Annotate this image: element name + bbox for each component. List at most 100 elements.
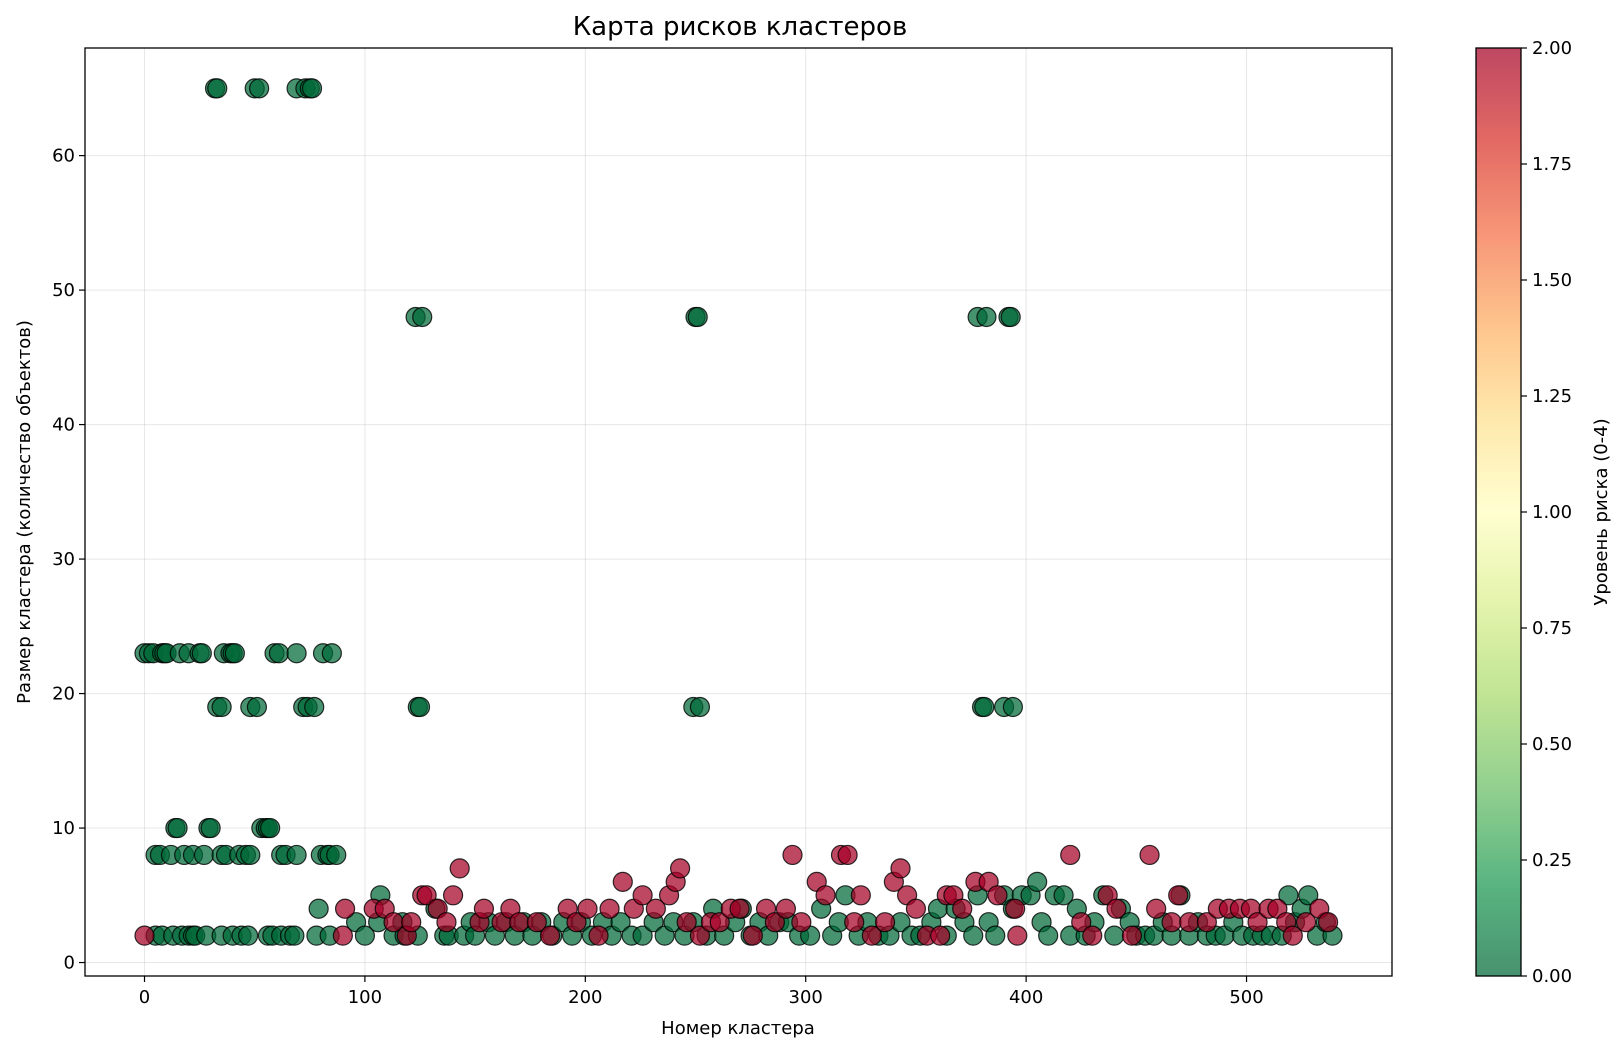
data-point-risk-0	[224, 643, 245, 664]
data-point-risk-2	[1196, 912, 1217, 933]
plot-frame	[84, 47, 1393, 977]
y-tick-label: 0	[64, 953, 75, 974]
data-point-risk-0	[1002, 696, 1024, 718]
colorbar-tick-label: 1.00	[1532, 502, 1572, 523]
data-point-risk-2	[1317, 912, 1339, 933]
data-point-risk-0	[304, 696, 325, 718]
data-point-risk-0	[167, 817, 188, 839]
x-tick-label: 100	[348, 987, 382, 1008]
y-tick-label: 30	[52, 549, 75, 570]
colorbar-label: Уровень риска (0-4)	[1591, 418, 1612, 605]
data-point-risk-0	[260, 817, 281, 839]
data-point-risk-0	[1104, 925, 1125, 946]
data-point-risk-2	[874, 912, 896, 933]
data-point-risk-2	[837, 844, 858, 866]
data-point-risk-2	[669, 858, 691, 879]
colorbar-tick-label: 1.75	[1532, 154, 1572, 175]
data-point-risk-2	[1060, 844, 1081, 866]
data-point-risk-0	[1000, 306, 1021, 328]
x-axis: 0 100 200 300 400 500	[139, 976, 1264, 1008]
x-tick-label: 400	[1009, 987, 1043, 1008]
y-tick-label: 10	[52, 818, 75, 839]
data-point-risk-2	[436, 912, 457, 933]
data-point-risk-0	[1278, 885, 1299, 906]
colorbar: 0.00 0.25 0.50 0.75 1.00 1.25 1.50 1.75 2.00 Уро…	[1475, 38, 1612, 987]
colorbar-tick-label: 1.50	[1532, 270, 1572, 291]
data-point-risk-0	[354, 925, 376, 946]
chart-title: Карта рисков кластеров	[573, 12, 908, 42]
data-point-risk-2	[1139, 844, 1160, 866]
data-point-risk-2	[1007, 925, 1028, 946]
data-point-risk-0	[193, 844, 215, 866]
data-point-risk-0	[974, 696, 995, 718]
y-axis-label: Размер кластера (количество объектов)	[14, 320, 35, 704]
data-point-risk-2	[930, 925, 951, 946]
data-point-risk-2	[134, 925, 155, 946]
data-point-risk-0	[610, 912, 631, 933]
data-point-risk-2	[1295, 912, 1317, 933]
data-point-risk-2	[401, 912, 422, 933]
data-point-risk-0	[240, 844, 261, 866]
data-point-risk-2	[473, 898, 495, 919]
colorbar-tick-label: 2.00	[1532, 38, 1572, 59]
data-point-risk-0	[1298, 885, 1319, 906]
data-point-risk-2	[442, 885, 464, 906]
x-tick-label: 200	[568, 987, 602, 1008]
data-point-risk-2	[791, 912, 812, 933]
data-point-risk-0	[632, 925, 653, 946]
data-point-risk-2	[709, 912, 730, 933]
data-point-risk-0	[301, 78, 323, 99]
y-axis: 0 10 20 30 40 50 60	[52, 146, 85, 974]
data-point-risk-0	[963, 925, 984, 946]
data-point-risk-0	[409, 696, 431, 718]
data-point-risk-2	[332, 925, 353, 946]
data-point-risk-2	[1106, 898, 1127, 919]
data-point-risk-2	[890, 858, 911, 879]
data-point-risk-2	[539, 925, 561, 946]
x-tick-label: 0	[139, 987, 150, 1008]
y-tick-label: 50	[52, 280, 75, 301]
x-axis-label: Номер кластера	[661, 1018, 815, 1039]
data-point-risk-2	[764, 912, 785, 933]
x-tick-label: 500	[1229, 987, 1263, 1008]
x-tick-label: 300	[789, 987, 823, 1008]
colorbar-tick-label: 0.00	[1532, 966, 1572, 987]
data-point-risk-2	[1146, 898, 1167, 919]
data-point-risk-2	[729, 898, 750, 919]
colorbar-tick-label: 0.75	[1532, 618, 1572, 639]
data-point-risk-2	[588, 925, 609, 946]
data-point-risk-2	[577, 898, 598, 919]
data-point-risk-0	[237, 925, 259, 946]
data-point-risk-0	[249, 78, 270, 99]
data-point-risk-0	[687, 306, 708, 328]
data-point-risk-2	[952, 898, 973, 919]
data-point-risk-0	[308, 898, 329, 919]
data-point-risk-0	[200, 817, 221, 839]
colorbar-tick-label: 0.25	[1532, 850, 1572, 871]
data-point-risk-2	[861, 925, 882, 946]
data-point-risk-2	[1082, 925, 1103, 946]
data-point-risk-2	[844, 912, 865, 933]
data-point-risk-2	[632, 885, 653, 906]
data-point-risk-0	[1038, 925, 1059, 946]
data-point-risk-2	[850, 885, 871, 906]
colorbar-gradient	[1476, 48, 1521, 976]
data-points	[134, 78, 1343, 946]
data-point-risk-0	[246, 696, 268, 718]
data-point-risk-0	[207, 78, 228, 99]
y-tick-label: 40	[52, 415, 75, 436]
data-point-risk-0	[985, 925, 1006, 946]
data-point-risk-0	[284, 925, 305, 946]
data-point-risk-0	[321, 643, 342, 664]
data-point-risk-2	[689, 925, 711, 946]
data-point-risk-2	[742, 925, 763, 946]
data-point-risk-0	[286, 844, 307, 866]
data-point-risk-2	[509, 912, 530, 933]
data-point-risk-2	[449, 858, 470, 879]
data-point-risk-0	[1027, 871, 1048, 892]
data-point-risk-0	[191, 643, 212, 664]
data-point-risk-2	[612, 871, 633, 892]
data-point-risk-0	[268, 643, 290, 664]
data-point-risk-0	[211, 696, 232, 718]
